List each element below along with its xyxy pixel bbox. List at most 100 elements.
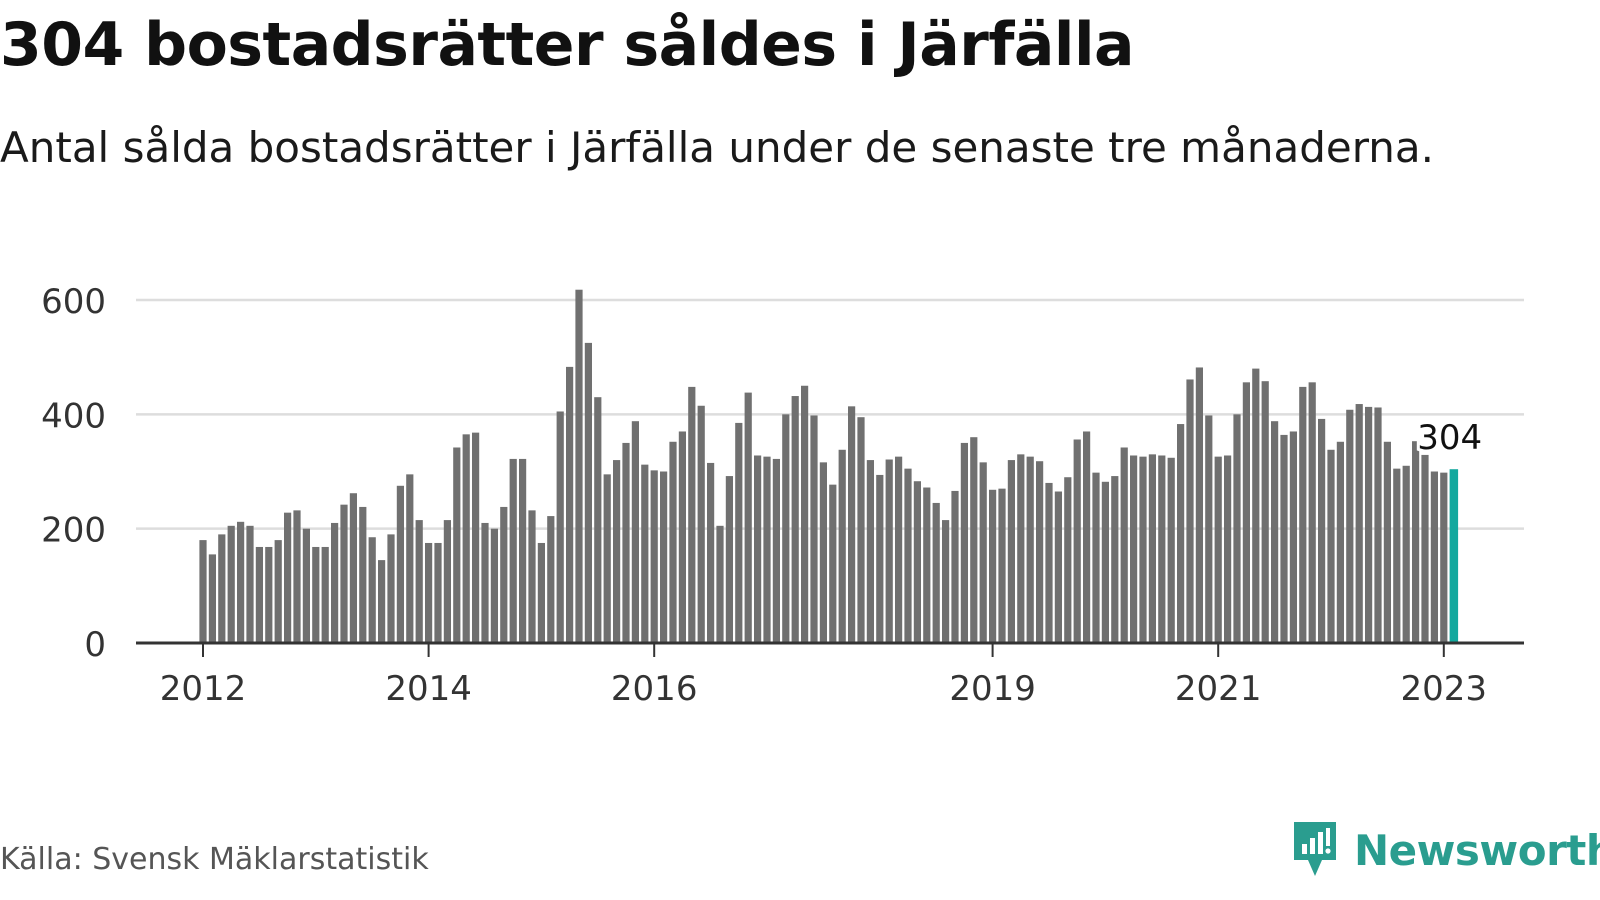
bar — [547, 516, 555, 643]
bar — [1139, 456, 1147, 643]
bar — [1167, 457, 1175, 643]
brand-logo[interactable]: Newsworthy — [1290, 820, 1600, 880]
x-tick-label-2023: 2023 — [1401, 669, 1488, 709]
bar — [594, 397, 602, 643]
bar — [848, 406, 856, 643]
bar — [1421, 454, 1429, 643]
last-value-label: 304 — [1417, 418, 1482, 458]
bar — [1393, 468, 1401, 643]
bar — [1261, 381, 1269, 643]
chart-title: 304 bostadsrätter såldes i Järfälla — [0, 10, 1135, 80]
bar — [462, 434, 470, 643]
bar — [1440, 472, 1448, 643]
x-tick-label-2012: 2012 — [160, 669, 247, 709]
bar — [349, 493, 357, 643]
bar — [998, 488, 1006, 643]
bar — [1195, 367, 1203, 643]
bar — [697, 405, 705, 643]
bar — [904, 468, 912, 643]
bar — [321, 546, 329, 643]
bar — [942, 520, 950, 643]
bar — [772, 458, 780, 643]
bar — [1402, 465, 1410, 643]
bar — [1242, 382, 1250, 643]
bar — [293, 510, 301, 643]
bar — [1083, 431, 1091, 643]
bar — [650, 470, 658, 643]
bar — [255, 546, 263, 643]
bar — [725, 476, 733, 643]
bar — [575, 289, 583, 643]
bar — [1158, 455, 1166, 643]
bar — [716, 525, 724, 643]
y-tick-label-600: 600 — [41, 282, 106, 322]
bar — [744, 392, 752, 643]
bar — [932, 502, 940, 643]
bar — [227, 525, 235, 643]
x-tick-label-2016: 2016 — [611, 669, 698, 709]
bar — [453, 447, 461, 643]
bar — [1308, 382, 1316, 643]
bar — [1289, 431, 1297, 643]
bar — [1327, 449, 1335, 643]
bar — [885, 459, 893, 643]
bar — [1064, 477, 1072, 643]
bar — [1017, 454, 1025, 643]
x-tick-label-2014: 2014 — [385, 669, 472, 709]
bar — [1233, 414, 1241, 643]
bar — [763, 456, 771, 643]
bar — [1036, 461, 1044, 643]
bar — [622, 442, 630, 643]
bar — [500, 506, 508, 643]
bar — [378, 560, 386, 643]
bar — [1374, 407, 1382, 643]
bar — [265, 546, 273, 643]
bar — [1111, 476, 1119, 643]
bar — [1224, 455, 1232, 643]
bar — [537, 542, 545, 643]
bar — [951, 490, 959, 643]
bar — [801, 385, 809, 643]
bar — [1073, 439, 1081, 643]
bar — [1336, 441, 1344, 643]
bar — [970, 437, 978, 643]
bar — [960, 442, 968, 643]
bar — [208, 554, 216, 643]
bar — [641, 464, 649, 643]
bar — [1280, 434, 1288, 643]
bar — [1092, 472, 1100, 643]
bar — [1299, 386, 1307, 643]
brand-name: Newsworthy — [1354, 825, 1600, 875]
bar — [368, 537, 376, 643]
bar — [425, 542, 433, 643]
bar — [199, 540, 207, 643]
bar — [1271, 421, 1279, 643]
bar — [857, 417, 865, 643]
bar-highlight — [1449, 469, 1459, 643]
bar — [1383, 441, 1391, 643]
bar — [1214, 456, 1222, 643]
bar — [472, 432, 480, 643]
bar — [895, 456, 903, 643]
bar — [1177, 424, 1185, 643]
bar — [754, 455, 762, 643]
bar — [1412, 441, 1420, 643]
bar — [735, 422, 743, 643]
bar — [669, 441, 677, 643]
source-note: Källa: Svensk Mäklarstatistik — [0, 842, 429, 877]
bar — [312, 546, 320, 643]
bar — [913, 481, 921, 643]
bars — [199, 289, 1459, 644]
x-tick-label-2019: 2019 — [949, 669, 1036, 709]
bar — [1120, 447, 1128, 643]
bar — [387, 534, 395, 643]
bar — [509, 458, 517, 643]
bar — [415, 520, 423, 643]
bar — [237, 521, 245, 643]
bar — [443, 520, 451, 643]
bar — [396, 485, 404, 643]
bar — [331, 522, 339, 643]
y-tick-label-400: 400 — [41, 396, 106, 436]
bar — [979, 462, 987, 643]
bar — [218, 534, 226, 643]
